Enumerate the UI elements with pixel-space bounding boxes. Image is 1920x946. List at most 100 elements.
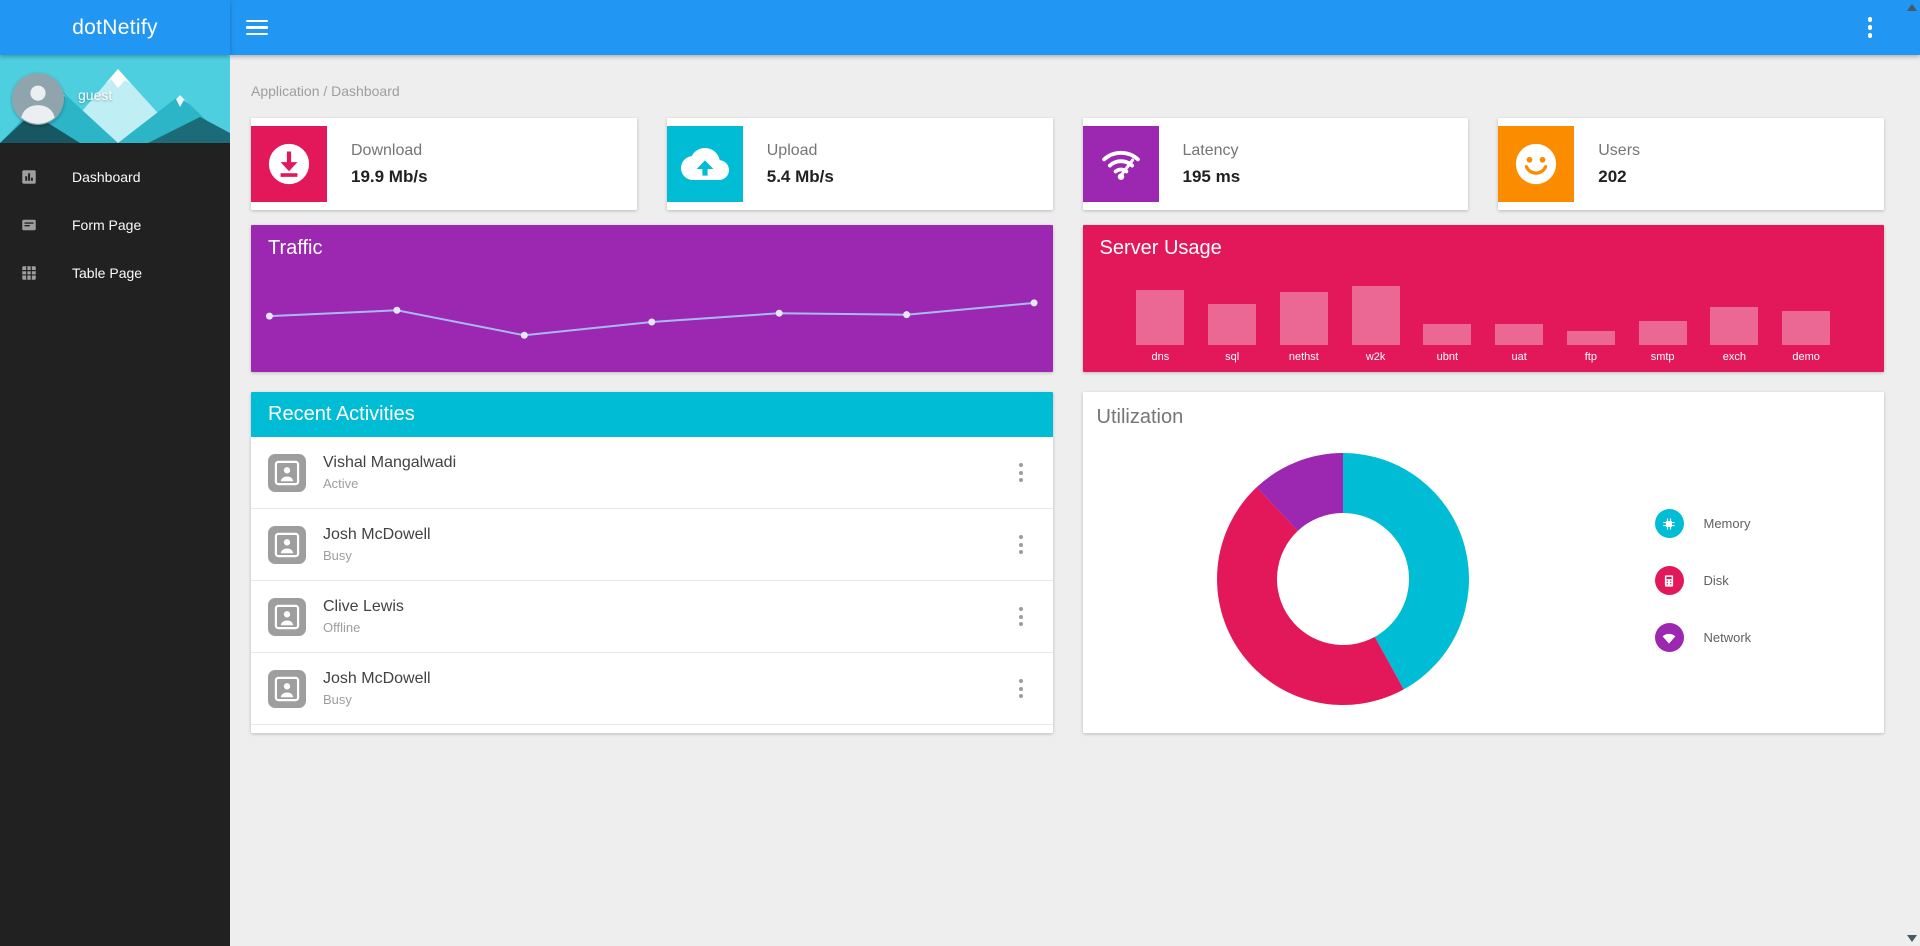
smiley-face-icon [1498, 126, 1575, 202]
user-avatar[interactable] [12, 73, 64, 125]
server-bar-dns: dns [1125, 290, 1197, 364]
activity-status: Active [323, 476, 359, 491]
row-menu-icon[interactable] [1015, 459, 1027, 486]
stat-card-download: Download 19.9 Mb/s [251, 118, 637, 210]
bar-chart-icon [22, 170, 36, 184]
hamburger-menu-icon[interactable] [246, 19, 268, 36]
stat-label: Latency [1182, 141, 1239, 159]
sidebar-item-label: Table Page [72, 265, 143, 281]
scrollbar-up-arrow[interactable] [1907, 4, 1917, 11]
donut-slice-memory [1342, 453, 1469, 690]
traffic-title: Traffic [268, 237, 323, 259]
breadcrumb: Application / Dashboard [251, 83, 400, 99]
traffic-data-point [520, 331, 528, 339]
sidebar-item-label: Form Page [72, 217, 142, 233]
lower-row: Recent Activities Vishal Mangalwadi Acti… [251, 392, 1884, 733]
traffic-panel: Traffic [251, 225, 1053, 372]
utilization-donut-chart [1216, 453, 1469, 705]
activity-status: Busy [323, 692, 352, 707]
app-logo: dotNetify [0, 0, 230, 55]
legend-item-disk: Disk [1654, 566, 1752, 595]
activity-row: Vishal Mangalwadi Active [251, 437, 1053, 509]
server-usage-title: Server Usage [1099, 237, 1222, 259]
traffic-data-point [1030, 299, 1038, 307]
app-bar [230, 0, 1920, 55]
activity-name: Josh McDowell [323, 526, 431, 543]
stat-label: Users [1598, 141, 1641, 159]
server-bar-sql: sql [1196, 304, 1268, 364]
traffic-data-point [903, 311, 911, 319]
legend-label: Network [1703, 630, 1752, 645]
recent-activities-title: Recent Activities [251, 392, 1053, 437]
legend-label: Memory [1703, 516, 1751, 531]
chip-icon [1654, 509, 1684, 538]
sidebar-item-dashboard[interactable]: Dashboard [0, 153, 230, 201]
sidebar-item-label: Dashboard [72, 169, 141, 185]
activity-name: Vishal Mangalwadi [323, 454, 457, 471]
donut-slice-network [1256, 453, 1343, 531]
legend-label: Disk [1703, 573, 1729, 588]
server-bar-ubnt: ubnt [1412, 324, 1484, 364]
charts-row: Traffic Server Usage dns sql nethst w2k ubnt… [251, 225, 1884, 372]
wifi-icon [1082, 126, 1159, 202]
username-label: guest [78, 87, 113, 103]
server-bar-ftp: ftp [1555, 331, 1627, 364]
stat-value: 5.4 Mb/s [766, 166, 834, 186]
picture-placeholder-icon [268, 597, 306, 636]
person-icon [12, 73, 64, 125]
server-bar-uat: uat [1483, 324, 1555, 364]
form-card-icon [22, 219, 36, 231]
utilization-panel: Utilization Memory [1082, 392, 1884, 733]
traffic-line-chart [265, 299, 1038, 339]
stat-card-latency: Latency 195 ms [1082, 118, 1469, 210]
storage-icon [1654, 566, 1684, 595]
activity-row: Josh McDowell Busy [251, 509, 1053, 581]
server-bar-w2k: w2k [1340, 286, 1412, 364]
scrollbar-down-arrow[interactable] [1907, 935, 1917, 942]
server-usage-panel: Server Usage dns sql nethst w2k ubnt uat ftp sm… [1082, 225, 1885, 372]
picture-placeholder-icon [268, 669, 306, 708]
picture-placeholder-icon [268, 453, 306, 492]
activity-name: Josh McDowell [323, 670, 431, 687]
sidebar-nav: Dashboard Form Page Table Page [0, 143, 230, 297]
activity-row: Clive Lewis Offline [251, 581, 1053, 653]
picture-placeholder-icon [268, 525, 306, 564]
utilization-title: Utilization [1096, 406, 1184, 428]
server-usage-bar-chart: dns sql nethst w2k ubnt uat ftp smtp exch demo [1083, 260, 1885, 372]
legend-item-network: Network [1654, 623, 1752, 652]
sidebar-item-form-page[interactable]: Form Page [0, 201, 230, 249]
server-bar-exch: exch [1699, 307, 1771, 364]
stat-value: 19.9 Mb/s [351, 166, 428, 186]
sidebar: dotNetify guest [0, 0, 230, 946]
main-content: Application / Dashboard Download 19.9 Mb… [230, 55, 1920, 946]
stat-label: Download [351, 141, 423, 159]
sidebar-item-table-page[interactable]: Table Page [0, 249, 230, 297]
row-menu-icon[interactable] [1015, 531, 1027, 558]
row-menu-icon[interactable] [1015, 675, 1027, 702]
activity-status: Offline [323, 620, 361, 635]
server-bar-demo: demo [1770, 311, 1842, 364]
traffic-data-point [648, 318, 656, 326]
server-bar-nethst: nethst [1268, 292, 1340, 364]
download-circle-icon [251, 126, 327, 202]
row-menu-icon[interactable] [1015, 603, 1027, 630]
traffic-data-point [265, 312, 273, 320]
traffic-data-point [775, 309, 783, 317]
stat-value: 195 ms [1182, 166, 1241, 186]
more-vertical-icon[interactable] [1864, 13, 1877, 42]
recent-activities-panel: Recent Activities Vishal Mangalwadi Acti… [251, 392, 1053, 733]
chart-legend: Memory Disk [1654, 509, 1752, 680]
activity-name: Clive Lewis [323, 598, 404, 615]
activity-status: Busy [323, 548, 352, 563]
activity-row: Josh McDowell Busy [251, 653, 1053, 725]
stat-card-upload: Upload 5.4 Mb/s [666, 118, 1053, 210]
legend-item-memory: Memory [1654, 509, 1752, 538]
user-profile-panel: guest [0, 55, 230, 143]
stat-value: 202 [1598, 166, 1627, 186]
donut-slice-disk [1216, 487, 1404, 705]
stat-card-users: Users 202 [1498, 118, 1884, 210]
activity-list: Vishal Mangalwadi Active Josh McDowell B… [251, 437, 1053, 725]
grid-icon [22, 266, 36, 280]
wifi-dome-icon [1654, 623, 1684, 652]
traffic-data-point [393, 306, 401, 314]
